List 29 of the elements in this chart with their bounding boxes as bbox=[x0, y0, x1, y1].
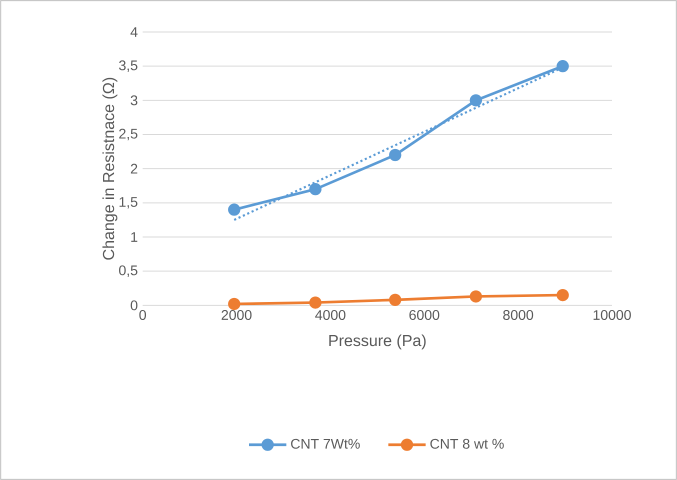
point bbox=[470, 290, 482, 303]
y-axis-title: Change in Resistnace (Ω) bbox=[102, 78, 118, 260]
y-tick-label: 2,5 bbox=[119, 128, 138, 140]
point bbox=[470, 94, 482, 106]
point bbox=[556, 288, 569, 302]
y-tick-label: 2 bbox=[130, 164, 138, 174]
x-tick-label: 10000 bbox=[594, 310, 631, 320]
y-tick-label: 1,5 bbox=[120, 197, 138, 209]
x-tick-label: 2000 bbox=[222, 310, 252, 320]
point bbox=[228, 204, 240, 216]
point bbox=[309, 296, 322, 309]
x-tick-label: 4000 bbox=[315, 310, 346, 320]
x-axis-title: Pressure (Pa) bbox=[329, 334, 426, 350]
x-tick-label: 0 bbox=[139, 310, 146, 320]
legend-label: CNT 7Wt% bbox=[291, 438, 360, 449]
point bbox=[389, 294, 402, 306]
y-tick-label: 3,5 bbox=[119, 60, 138, 72]
legend-label: CNT 8 wt % bbox=[430, 438, 504, 449]
point bbox=[389, 148, 402, 162]
y-tick-label: 3 bbox=[130, 95, 138, 106]
y-tick-label: 0,5 bbox=[119, 265, 138, 277]
y-tick-label: 4 bbox=[130, 27, 138, 37]
y-tick-label: 0 bbox=[130, 300, 138, 310]
point bbox=[556, 60, 569, 72]
x-tick-label: 8000 bbox=[503, 310, 534, 320]
y-tick-label: 1 bbox=[131, 232, 138, 242]
x-tick-label: 6000 bbox=[409, 310, 440, 320]
point bbox=[228, 298, 240, 310]
point bbox=[309, 183, 322, 196]
